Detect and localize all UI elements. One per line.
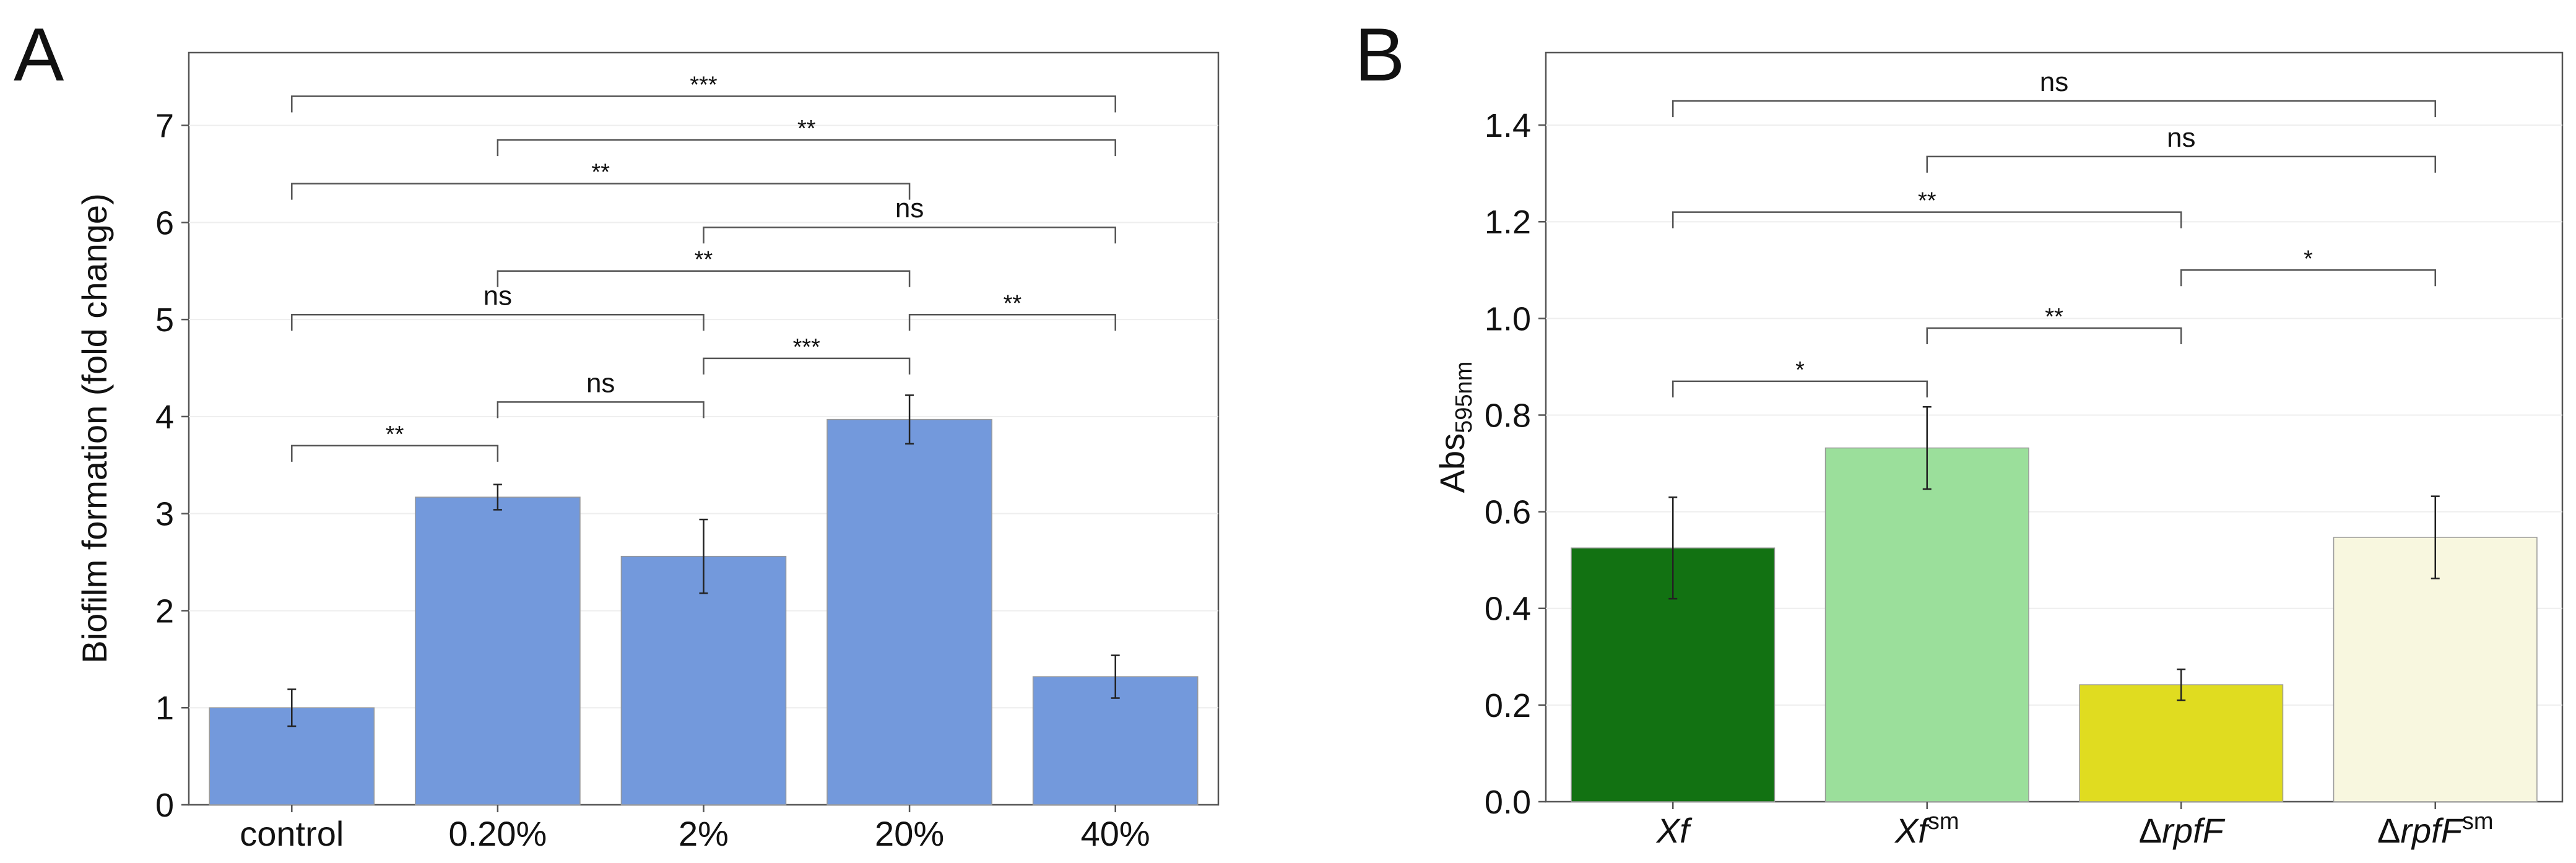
panel-a-y-tick-label: 5 xyxy=(155,301,174,339)
panel-a-error-bars xyxy=(287,394,1120,727)
panel-a-bar xyxy=(826,418,992,805)
panel-b-x-tick-prefix: Δ xyxy=(2377,811,2400,850)
panel-a-significance-bracket xyxy=(703,357,911,375)
panel-a-y-axis-label: Biofilm formation (fold change) xyxy=(75,193,114,663)
panel-a-label: A xyxy=(14,12,64,97)
panel-b-y-axis-label: Abs595nm xyxy=(1433,362,1477,493)
panel-b-y-tick-label: 0.6 xyxy=(1485,494,1531,531)
panel-b-x-tick-main: Xf xyxy=(1894,811,1931,850)
panel-b-bar xyxy=(1824,447,2029,802)
panel-b-significance-label: ** xyxy=(1918,188,1936,214)
panel-a-y-tick-label: 6 xyxy=(155,204,174,241)
panel-b-significance-bracket xyxy=(1672,380,1928,397)
panel-b-significance-label: ** xyxy=(2045,304,2063,330)
panel-b-y-tick-label: 0.0 xyxy=(1485,784,1531,821)
panel-b-x-tick-main: rpfF xyxy=(2400,811,2463,850)
panel-a-x-axis: control 0.20% 2% 20% 40% xyxy=(240,805,1150,853)
panel-a-x-tick-label: 40% xyxy=(1081,814,1150,853)
panel-b-y-tick-label: 0.8 xyxy=(1485,397,1531,434)
panel-a-y-tick-label: 0 xyxy=(155,787,174,824)
panel-b-x-tick-main: Xf xyxy=(1655,811,1693,850)
panel-a-significance-label: ** xyxy=(386,422,404,448)
panel-a-x-tick-label: 20% xyxy=(875,814,944,853)
panel-b-significance-label: * xyxy=(1795,357,1805,383)
panel-b-x-tick-superscript: sm xyxy=(2462,809,2494,835)
panel-b-significance-label: ns xyxy=(2040,67,2068,97)
panel-a-significance-label: ** xyxy=(1004,290,1022,316)
panel-b-x-tick-label: Xf xyxy=(1655,811,1693,850)
panel-b-x-tick-label: Xfsm xyxy=(1894,809,1959,850)
panel-a-significance-label: ** xyxy=(797,116,816,142)
panel-a-significance-bracket xyxy=(291,445,499,462)
panel-a-significance-bracket xyxy=(497,270,911,287)
panel-b-y-tick-label: 0.2 xyxy=(1485,687,1531,724)
panel-b-x-tick-prefix: Δ xyxy=(2139,811,2162,850)
panel-b-x-tick-label: ΔrpfF xyxy=(2139,811,2226,850)
panel-a-y-axis: 0 1 2 3 4 5 6 7 xyxy=(155,108,189,824)
panel-b-label: B xyxy=(1355,12,1405,97)
panel-b-y-tick-label: 0.4 xyxy=(1485,591,1531,628)
panel-a-y-tick-label: 2 xyxy=(155,592,174,630)
panel-b-bar xyxy=(2079,684,2284,802)
panel-a-y-tick-label: 1 xyxy=(155,690,174,727)
panel-b-significance-bracket xyxy=(1672,211,2182,228)
panel-a-x-tick-label: 2% xyxy=(679,814,729,853)
panel-b-x-tick-superscript: sm xyxy=(1928,809,1959,835)
panel-a-significance-bracket xyxy=(291,95,1116,113)
panel-b-y-axis: 0.0 0.2 0.4 0.6 0.8 1.0 1.2 1.4 xyxy=(1485,107,1546,821)
panel-b-significance-bracket xyxy=(2180,269,2436,287)
panel-a-significance-bracket xyxy=(497,401,705,418)
panel-a-x-tick-label: control xyxy=(240,814,344,853)
panel-a-x-tick-label: 0.20% xyxy=(449,814,547,853)
panel-a-bar xyxy=(415,497,581,805)
panel-b-significance-bracket xyxy=(1672,100,2436,118)
panel-a-significance-label: *** xyxy=(690,72,718,98)
panel-b-x-axis: Xf Xfsm ΔrpfF ΔrpfFsm xyxy=(1655,802,2494,850)
panel-a-significance-bracket xyxy=(908,314,1116,331)
panel-b-x-tick-label: ΔrpfFsm xyxy=(2377,809,2494,850)
panel-a-significance: **ns***ns ****ns******* xyxy=(291,72,1116,462)
panel-b-significance-label: * xyxy=(2304,246,2313,272)
panel-a-significance-label: ** xyxy=(695,247,713,273)
panel-b-y-tick-label: 1.0 xyxy=(1485,300,1531,337)
panel-a-significance-bracket xyxy=(703,226,1116,244)
panel-a-significance-label: ** xyxy=(591,160,610,186)
panel-a-y-tick-label: 3 xyxy=(155,496,174,533)
panel-a-significance-label: ns xyxy=(586,368,615,398)
panel-a-significance-bracket xyxy=(497,139,1116,157)
panel-a-y-tick-label: 4 xyxy=(155,399,174,436)
panel-a-significance-label: *** xyxy=(793,334,821,360)
panel-b-bar xyxy=(2333,537,2538,802)
panel-a-bar xyxy=(620,555,787,805)
panel-b-y-tick-label: 1.2 xyxy=(1485,204,1531,241)
panel-b-y-tick-label: 1.4 xyxy=(1485,107,1531,144)
panel-a-significance-bracket xyxy=(291,183,911,200)
panel-a-y-tick-label: 7 xyxy=(155,108,174,145)
panel-b-significance-bracket xyxy=(1926,327,2182,344)
panel-b-x-tick-main: rpfF xyxy=(2162,811,2225,850)
panel-b-significance-bracket xyxy=(1926,155,2436,173)
panel-a-significance-bracket xyxy=(291,314,705,331)
panel-b-significance-label: ns xyxy=(2167,123,2195,153)
panel-b-bars xyxy=(1571,447,2538,802)
panel-b-error-bars xyxy=(1668,405,2440,701)
